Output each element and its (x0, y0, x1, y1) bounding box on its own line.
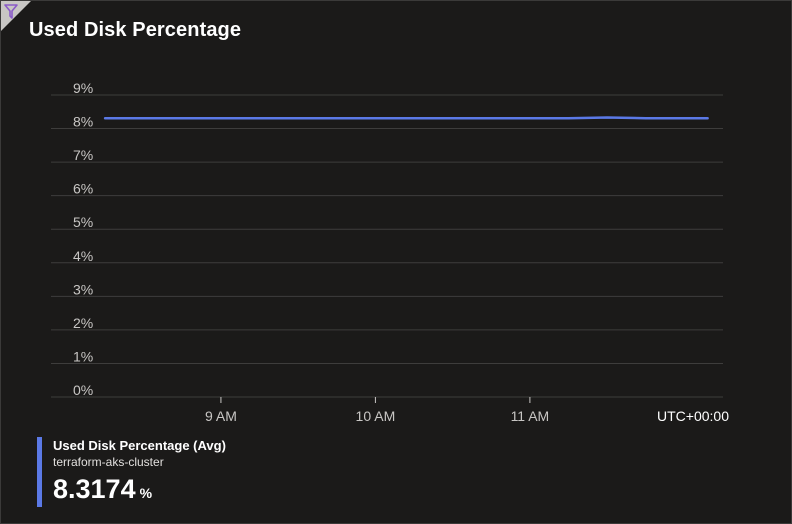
timezone-label: UTC+00:00 (657, 408, 729, 424)
y-tick-label: 2% (73, 315, 93, 331)
series-line (103, 116, 709, 120)
y-tick-label: 9% (73, 80, 93, 96)
chart-title: Used Disk Percentage (29, 19, 242, 41)
legend[interactable]: Used Disk Percentage (Avg) terraform-aks… (37, 437, 226, 507)
y-tick-label: 8% (73, 114, 93, 130)
legend-series-name: Used Disk Percentage (Avg) (53, 438, 226, 453)
legend-value: 8.3174 (53, 474, 136, 504)
x-tick-label: 10 AM (356, 408, 396, 424)
y-tick-label: 4% (73, 248, 93, 264)
x-tick-label: 9 AM (205, 408, 237, 424)
y-tick-label: 7% (73, 147, 93, 163)
y-tick-label: 6% (73, 181, 93, 197)
legend-swatch (37, 437, 42, 507)
legend-value-row: 8.3174% (53, 474, 226, 509)
y-tick-label: 0% (73, 382, 93, 398)
filter-icon[interactable] (1, 1, 33, 33)
y-tick-label: 3% (73, 281, 93, 297)
x-tick-label: 11 AM (511, 408, 550, 424)
line-chart: 0% 1% 2% 3% 4% 5% 6% 7% 8% 9% 9 AM 10 AM 11 AM UTC+00… (51, 80, 729, 424)
y-tick-label: 1% (73, 348, 93, 364)
y-tick-label: 5% (73, 214, 93, 230)
legend-unit: % (139, 485, 153, 501)
legend-resource-name: terraform-aks-cluster (53, 455, 164, 469)
